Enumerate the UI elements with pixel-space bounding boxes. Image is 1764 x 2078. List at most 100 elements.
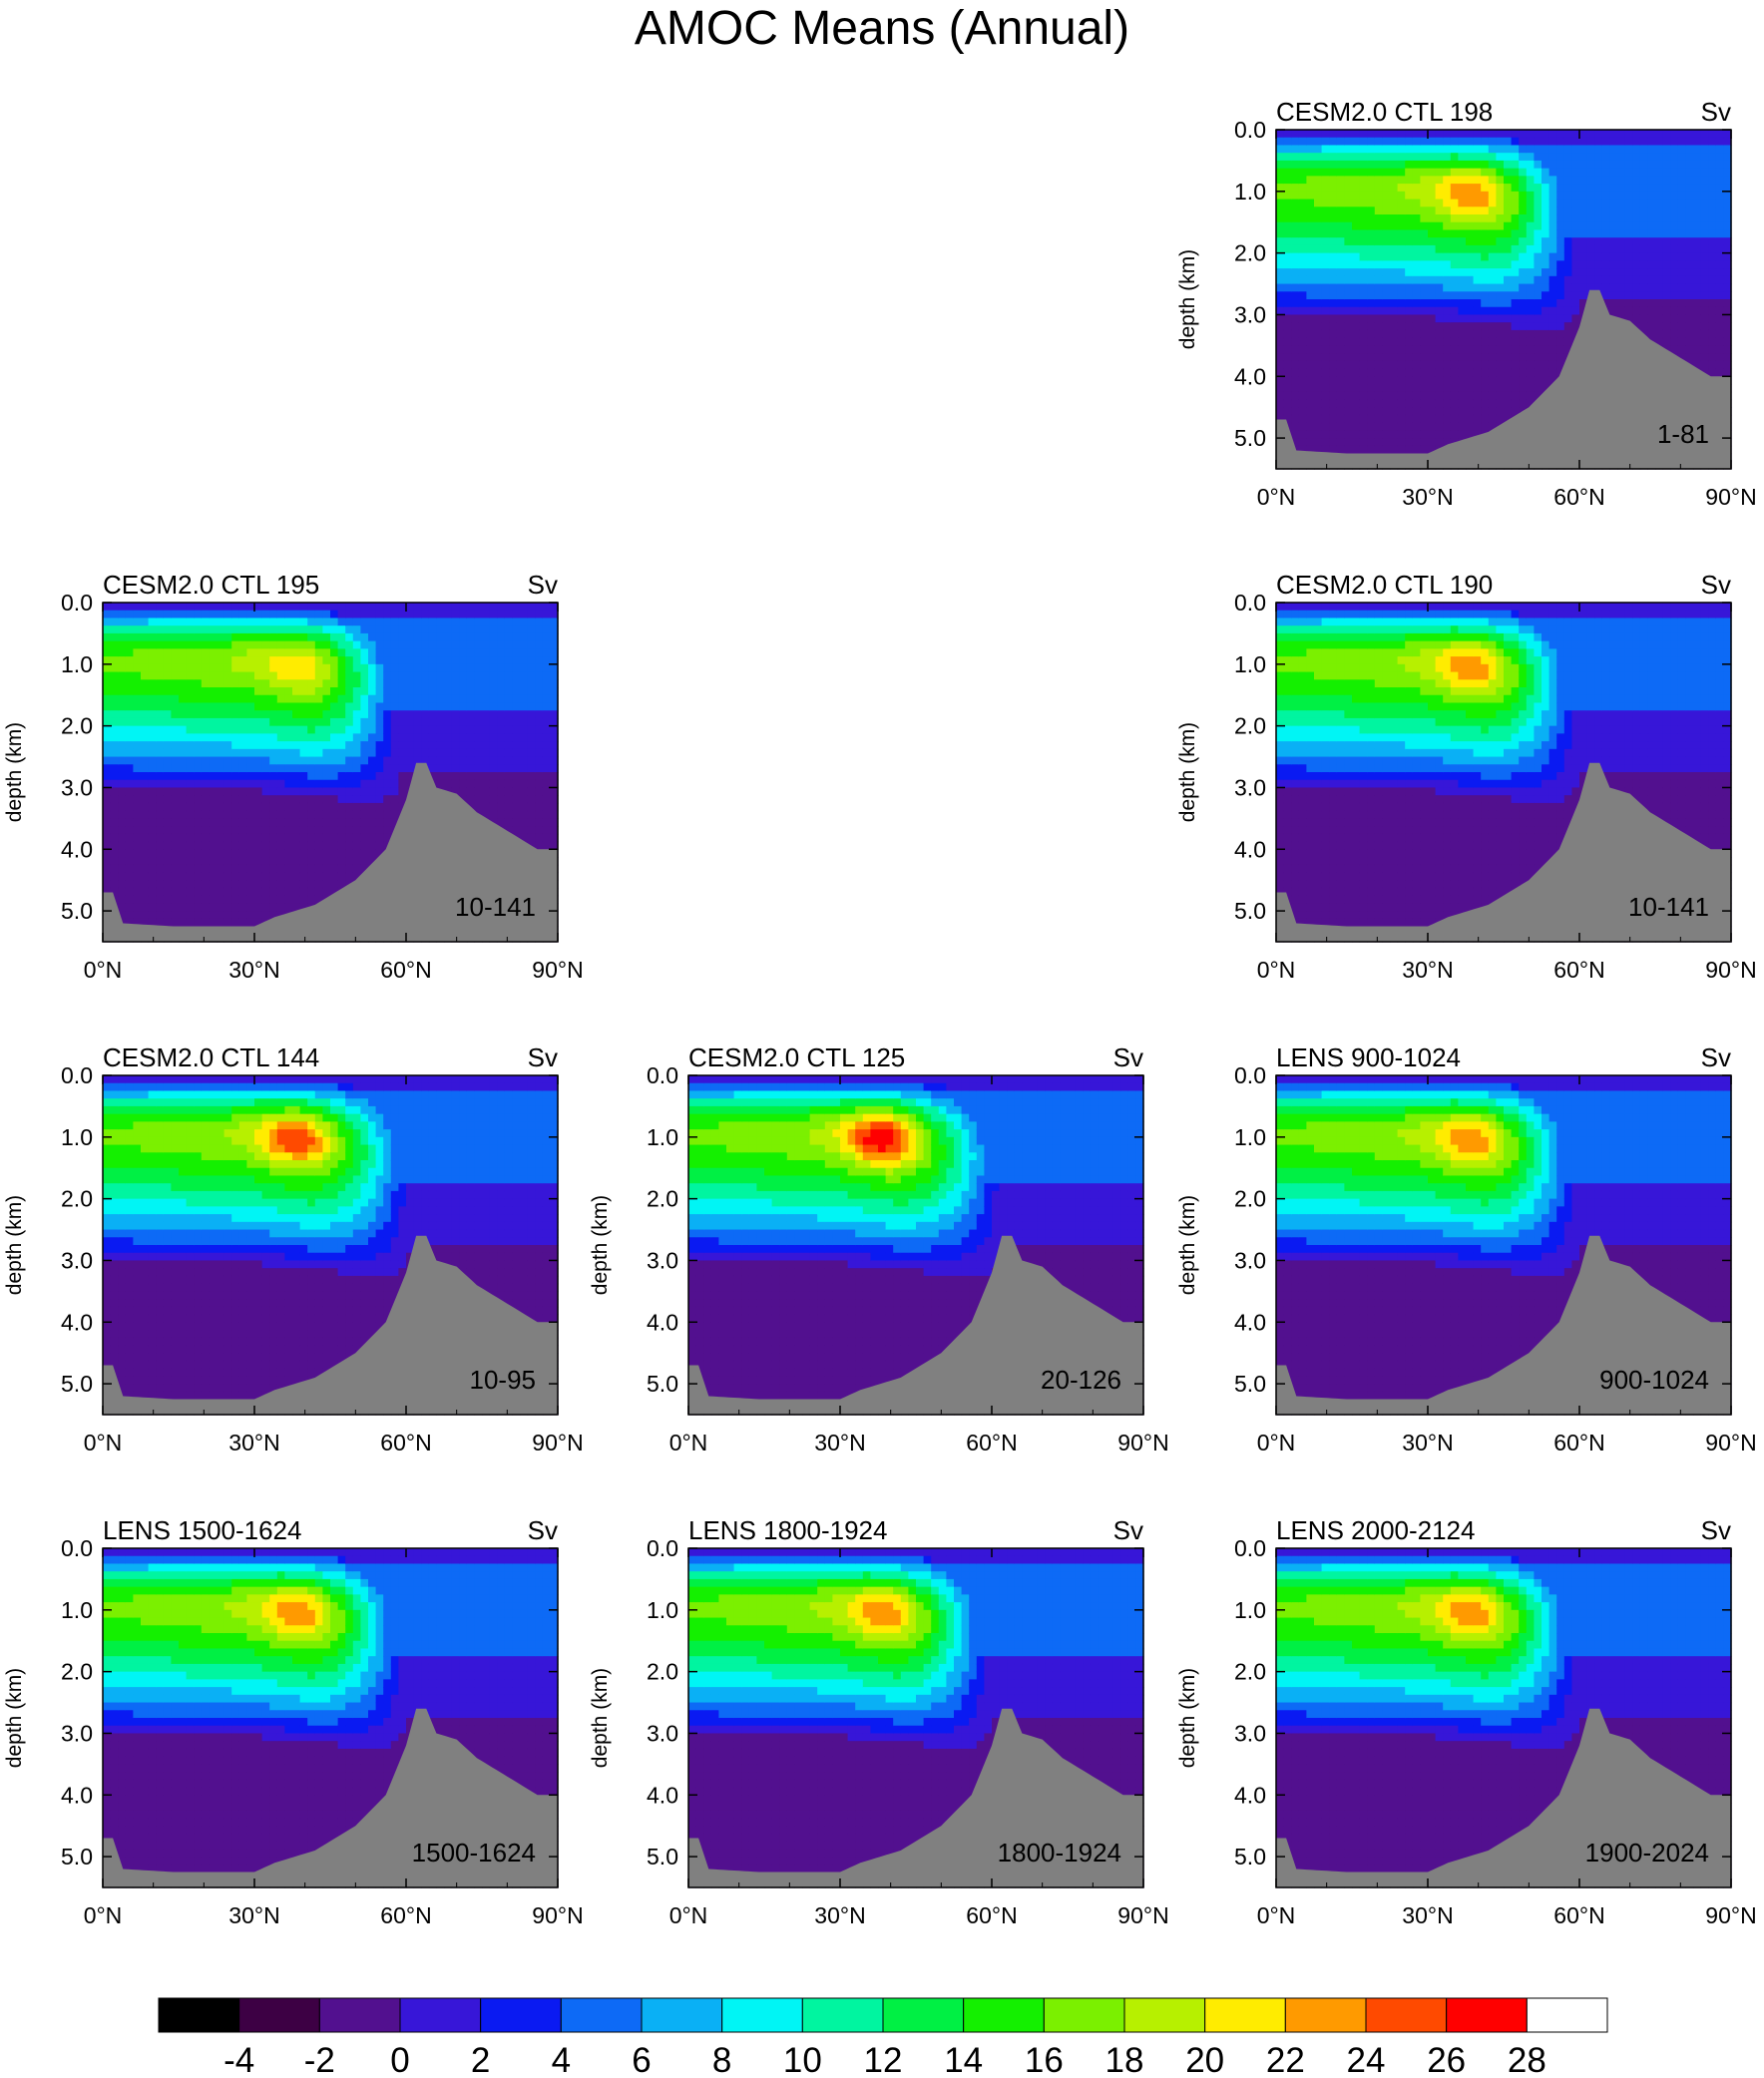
y-tick-label: 3.0	[61, 774, 93, 800]
y-tick-label: 3.0	[1234, 301, 1266, 327]
y-axis-label: depth (km)	[589, 1668, 612, 1768]
colorbar-tick-label: 0	[390, 2041, 409, 2078]
y-tick-label: 4.0	[61, 836, 93, 862]
x-tick-label: 90°N	[532, 1430, 583, 1455]
x-tick-label: 30°N	[1402, 957, 1453, 983]
colorbar-tick-label: -2	[304, 2041, 335, 2078]
y-axis-label: depth (km)	[1176, 249, 1199, 349]
panel-units: Sv	[528, 1515, 558, 1545]
x-tick-label: 30°N	[228, 1902, 279, 1928]
panel-title: LENS 2000-2124	[1276, 1515, 1475, 1545]
x-tick-label: 60°N	[1553, 1430, 1604, 1455]
y-tick-label: 5.0	[647, 1844, 678, 1870]
y-axis-label: depth (km)	[1176, 722, 1199, 822]
panel-years-label: 900-1024	[1599, 1365, 1709, 1395]
y-tick-label: 1.0	[1234, 1124, 1266, 1150]
x-tick-label: 60°N	[966, 1430, 1017, 1455]
x-tick-label: 0°N	[84, 957, 123, 983]
y-tick-label: 0.0	[1234, 590, 1266, 616]
y-tick-label: 5.0	[1234, 898, 1266, 924]
y-tick-label: 1.0	[61, 1597, 93, 1623]
y-tick-label: 4.0	[1234, 363, 1266, 389]
colorbar-swatch	[964, 1998, 1045, 2032]
y-tick-label: 1.0	[1234, 651, 1266, 677]
y-tick-label: 0.0	[1234, 1062, 1266, 1088]
colorbar-swatch	[1044, 1998, 1124, 2032]
x-tick-label: 90°N	[1705, 1902, 1756, 1928]
y-tick-label: 0.0	[61, 1535, 93, 1561]
x-tick-label: 0°N	[1257, 484, 1296, 510]
panel-years-label: 10-95	[470, 1365, 537, 1395]
panel-years-label: 1500-1624	[412, 1838, 536, 1868]
colorbar-swatch	[722, 1998, 803, 2032]
panel-title: LENS 1500-1624	[103, 1515, 301, 1545]
x-tick-label: 90°N	[1117, 1902, 1168, 1928]
colorbar-tick-label: 28	[1508, 2041, 1546, 2078]
y-tick-label: 3.0	[1234, 1247, 1266, 1273]
colorbar-tick-label: 4	[552, 2041, 571, 2078]
colorbar-tick-label: 14	[944, 2041, 983, 2078]
y-tick-label: 0.0	[647, 1062, 678, 1088]
x-tick-labels: 0°N 30°N 60°N 90°N	[84, 957, 584, 983]
x-tick-label: 90°N	[1705, 957, 1756, 983]
colorbar-tick-label: 10	[783, 2041, 822, 2078]
y-tick-label: 0.0	[1234, 117, 1266, 143]
y-tick-label: 3.0	[647, 1247, 678, 1273]
colorbar-swatch	[239, 1998, 320, 2032]
y-tick-label: 2.0	[647, 1659, 678, 1685]
x-tick-label: 30°N	[1402, 1430, 1453, 1455]
panel-years-label: 10-141	[455, 892, 536, 922]
x-tick-labels: 0°N 30°N 60°N 90°N	[1257, 957, 1757, 983]
panel-title: CESM2.0 CTL 144	[103, 1042, 319, 1072]
y-tick-label: 1.0	[61, 651, 93, 677]
y-tick-label: 3.0	[1234, 774, 1266, 800]
y-tick-labels: 0.01.02.03.04.05.0	[61, 590, 93, 924]
y-tick-label: 5.0	[61, 898, 93, 924]
panel-units: Sv	[1701, 97, 1731, 127]
y-axis-label: depth (km)	[1176, 1668, 1199, 1768]
panel-units: Sv	[1701, 570, 1731, 600]
y-tick-label: 3.0	[61, 1247, 93, 1273]
y-tick-label: 1.0	[1234, 1597, 1266, 1623]
x-tick-label: 60°N	[380, 1430, 431, 1455]
colorbar-tick-label: 8	[712, 2041, 731, 2078]
x-tick-label: 60°N	[1553, 484, 1604, 510]
y-tick-label: 4.0	[1234, 1782, 1266, 1808]
y-tick-label: 3.0	[61, 1720, 93, 1746]
x-tick-label: 60°N	[380, 1902, 431, 1928]
x-tick-label: 90°N	[1705, 484, 1756, 510]
panel-years-label: 1800-1924	[998, 1838, 1121, 1868]
y-tick-label: 5.0	[647, 1371, 678, 1397]
y-tick-label: 0.0	[61, 590, 93, 616]
x-tick-label: 30°N	[228, 957, 279, 983]
x-tick-label: 90°N	[1705, 1430, 1756, 1455]
x-tick-label: 60°N	[1553, 1902, 1604, 1928]
y-tick-label: 4.0	[1234, 836, 1266, 862]
colorbar-tick-label: 22	[1266, 2041, 1305, 2078]
x-tick-label: 30°N	[1402, 1902, 1453, 1928]
colorbar-tick-label: 12	[864, 2041, 903, 2078]
y-tick-label: 4.0	[61, 1782, 93, 1808]
panel-years-label: 1900-2024	[1585, 1838, 1709, 1868]
colorbar-swatch	[1527, 1998, 1607, 2032]
panel-units: Sv	[528, 1042, 558, 1072]
x-tick-label: 60°N	[966, 1902, 1017, 1928]
x-tick-label: 60°N	[380, 957, 431, 983]
y-tick-label: 4.0	[647, 1309, 678, 1335]
colorbar-swatch	[802, 1998, 883, 2032]
colorbar-swatch	[159, 1998, 239, 2032]
y-tick-label: 2.0	[1234, 1659, 1266, 1685]
y-tick-labels: 0.01.02.03.04.05.0	[1234, 1062, 1266, 1397]
y-tick-label: 2.0	[61, 1186, 93, 1212]
y-tick-label: 2.0	[647, 1186, 678, 1212]
x-tick-label: 0°N	[669, 1902, 708, 1928]
y-axis-label: depth (km)	[1176, 1195, 1199, 1295]
y-tick-label: 3.0	[647, 1720, 678, 1746]
panel-title: CESM2.0 CTL 190	[1276, 570, 1493, 600]
